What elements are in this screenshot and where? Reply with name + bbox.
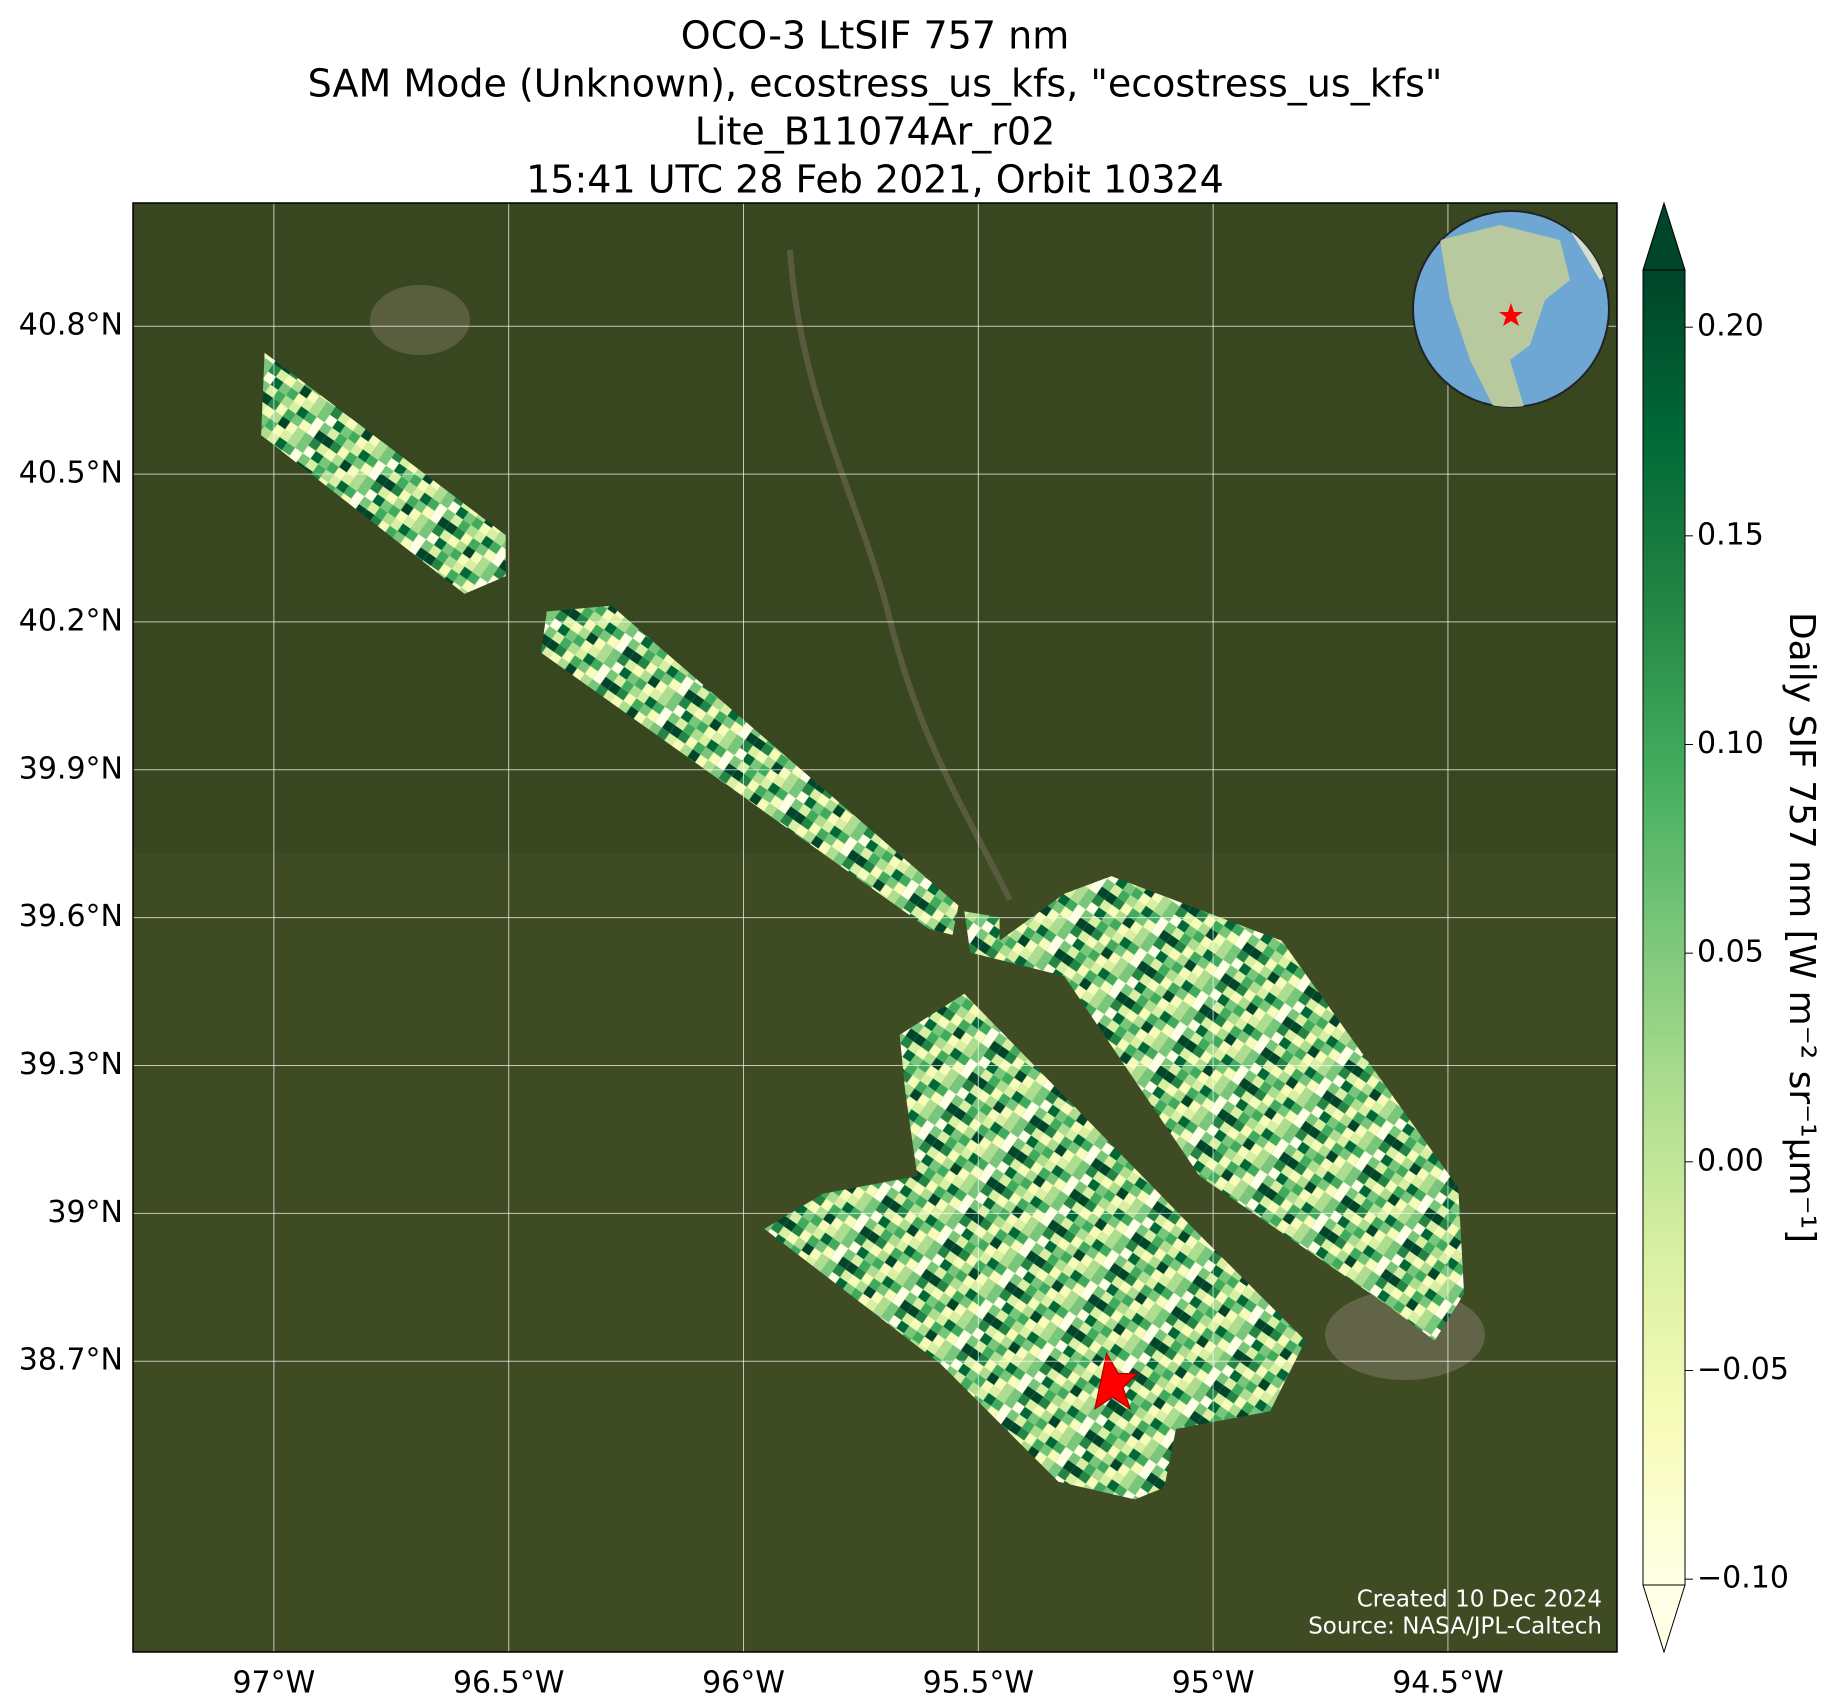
y-tick-label: 39.3°N xyxy=(19,1047,123,1082)
y-tick-label: 39.6°N xyxy=(19,899,123,934)
credit: Source: NASA/JPL-Caltech xyxy=(1308,1614,1602,1640)
swath xyxy=(964,876,1465,1341)
chart-title: 15:41 UTC 28 Feb 2021, Orbit 10324 xyxy=(526,158,1224,202)
y-tick-label: 40.2°N xyxy=(19,603,123,638)
y-tick-label: 40.8°N xyxy=(19,308,123,343)
colorbar-tick-label: 0.10 xyxy=(1697,726,1764,761)
colorbar-tick-label: 0.20 xyxy=(1697,309,1764,344)
x-tick-label: 96°W xyxy=(702,1666,785,1701)
colorbar-body xyxy=(1642,269,1686,1586)
terrain xyxy=(133,203,1617,853)
colorbar-tick-label: −0.10 xyxy=(1697,1561,1789,1596)
y-tick-label: 39°N xyxy=(47,1195,123,1230)
x-tick-label: 95°W xyxy=(1172,1666,1255,1701)
map-frame xyxy=(132,202,1618,1653)
colorbar-tick-label: 0.00 xyxy=(1697,1143,1764,1178)
x-tick-label: 94.5°W xyxy=(1392,1666,1503,1701)
chart-title: SAM Mode (Unknown), ecostress_us_kfs, "e… xyxy=(308,62,1443,106)
colorbar: −0.10 −0.05 0.00 0.05 0.10 0.15 0.20 Daily SIF … xyxy=(1642,201,1822,1654)
colorbar-tick-label: −0.05 xyxy=(1697,1352,1789,1387)
globe-star xyxy=(1499,303,1523,326)
x-tick-label: 96.5°W xyxy=(453,1666,564,1701)
chart-title: OCO-3 LtSIF 757 nm xyxy=(681,14,1069,58)
x-tick-label: 97°W xyxy=(232,1666,315,1701)
target-star xyxy=(1093,1351,1139,1411)
colorbar-tick-label: 0.15 xyxy=(1697,517,1764,552)
colorbar-extend-min xyxy=(1642,1584,1686,1654)
city xyxy=(370,285,470,355)
swath xyxy=(261,352,506,594)
chart-title: Lite_B11074Ar_r02 xyxy=(695,110,1056,154)
y-tick-label: 40.5°N xyxy=(19,456,123,491)
y-tick-label: 38.7°N xyxy=(19,1343,123,1378)
colorbar-tick-label: 0.05 xyxy=(1697,935,1764,970)
colorbar-label: Daily SIF 757 nm [W m⁻² sr⁻¹μm⁻¹] xyxy=(1781,612,1822,1243)
swath xyxy=(764,993,1306,1500)
colorbar-extend-max xyxy=(1642,201,1686,271)
x-tick-label: 95.5°W xyxy=(923,1666,1034,1701)
y-tick-label: 39.9°N xyxy=(19,751,123,786)
credit: Created 10 Dec 2024 xyxy=(1357,1587,1602,1613)
river xyxy=(787,249,1013,902)
